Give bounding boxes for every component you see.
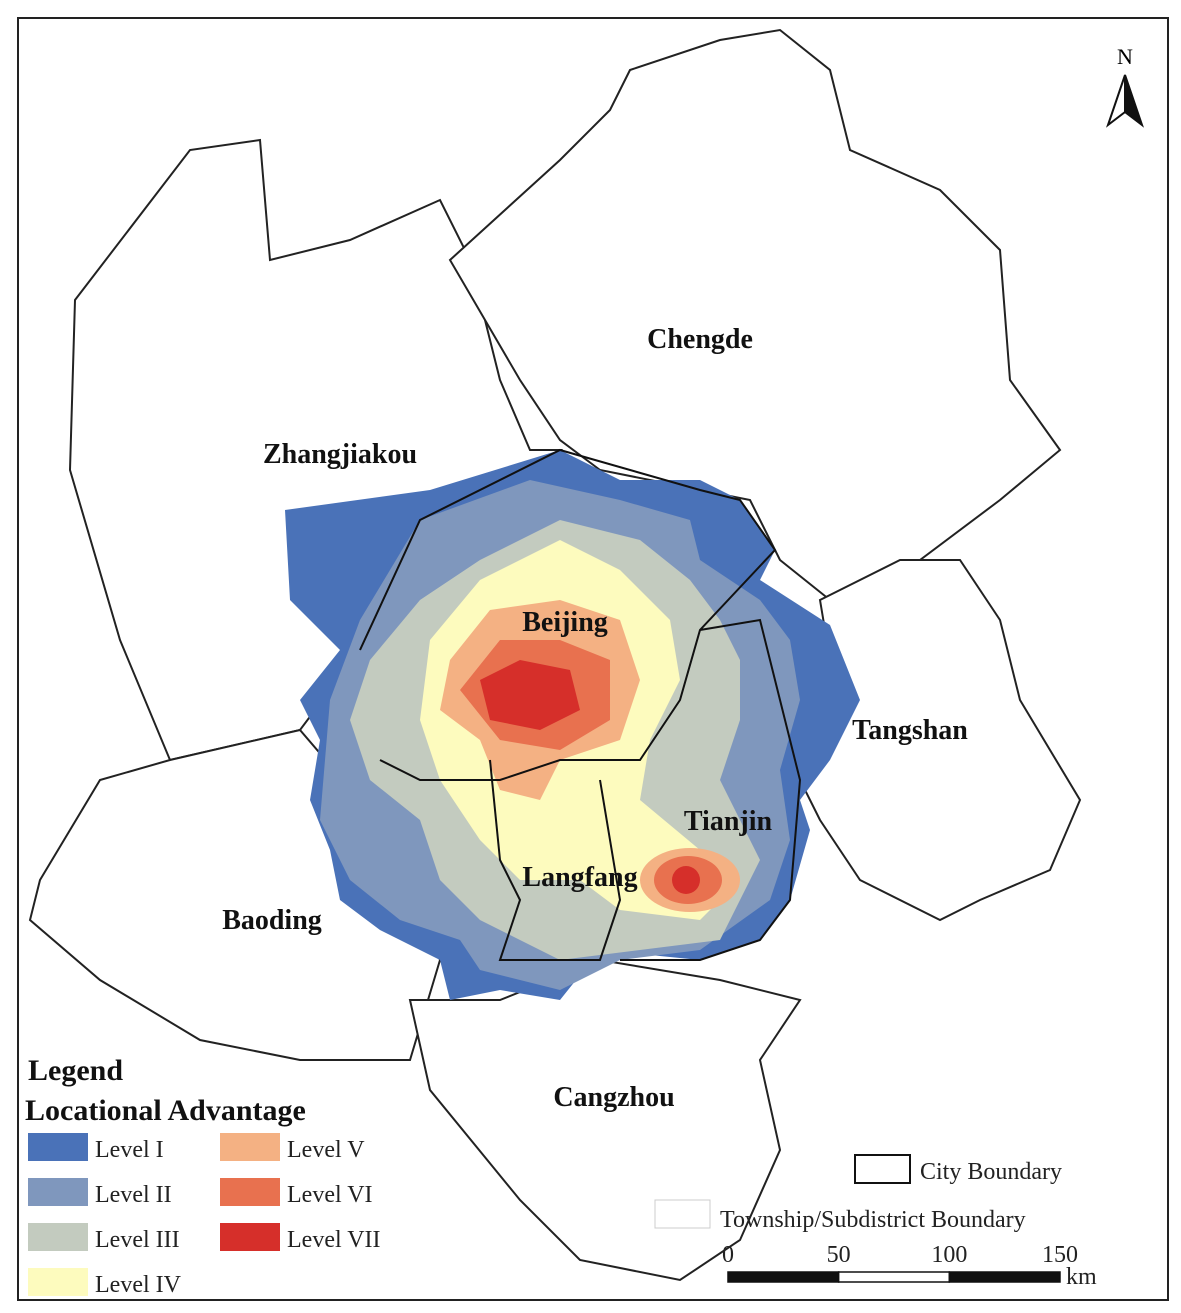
inner-boundaries	[359, 448, 802, 961]
arrow-right	[1124, 74, 1145, 128]
city-label: Cangzhou	[553, 1082, 674, 1113]
legend-label: Level I	[95, 1137, 164, 1163]
legend-label: Level IV	[95, 1272, 182, 1298]
zone-level-7	[480, 660, 580, 730]
north-arrow: N	[1105, 44, 1145, 128]
legend-swatch	[28, 1178, 88, 1206]
legend-swatch	[220, 1178, 280, 1206]
scale-unit: km	[1066, 1264, 1097, 1290]
legend-label: Level VII	[287, 1227, 381, 1253]
city-label: Chengde	[647, 324, 753, 355]
scale-segment	[948, 1271, 1061, 1283]
zhangjiakou-region	[68, 138, 563, 762]
legend-swatch	[220, 1223, 280, 1251]
legend-swatch	[28, 1268, 88, 1296]
legend-label: Level II	[95, 1182, 172, 1208]
scale-label: 100	[931, 1242, 967, 1268]
city-label: Langfang	[522, 862, 637, 893]
legend-swatch	[28, 1133, 88, 1161]
township-boundary-swatch	[654, 1199, 711, 1229]
legend-items: Level I Level II Level III Level IV Level V L…	[28, 1133, 381, 1298]
city-label: Baoding	[222, 905, 322, 936]
advantage-zones	[285, 450, 860, 1000]
legend-title: Legend	[28, 1054, 123, 1087]
city-label: Beijing	[522, 607, 608, 638]
north-label: N	[1117, 44, 1133, 69]
scale-label: 0	[722, 1242, 734, 1268]
city-label: Tianjin	[684, 806, 773, 837]
scale-label: 50	[827, 1242, 851, 1268]
scale-segment	[727, 1271, 840, 1283]
legend-label: Level VI	[287, 1182, 373, 1208]
scale-label: 150	[1042, 1242, 1078, 1268]
legend-subtitle: Locational Advantage	[25, 1094, 306, 1127]
city-label: Tangshan	[852, 715, 968, 746]
city-boundaries	[28, 28, 1082, 1282]
city-label: Zhangjiakou	[263, 439, 417, 470]
legend-swatch	[28, 1223, 88, 1251]
township-boundary-label: Township/Subdistrict Boundary	[720, 1207, 1026, 1233]
tianjin-boundary	[620, 618, 802, 961]
zone-level-7	[672, 866, 700, 894]
city-boundary-label: City Boundary	[920, 1159, 1062, 1185]
scale-segment	[837, 1271, 951, 1283]
city-boundary-swatch	[854, 1154, 911, 1184]
legend-swatch	[220, 1133, 280, 1161]
legend-label: Level III	[95, 1227, 180, 1253]
langfang-boundary	[489, 759, 622, 961]
legend-label: Level V	[287, 1137, 365, 1163]
